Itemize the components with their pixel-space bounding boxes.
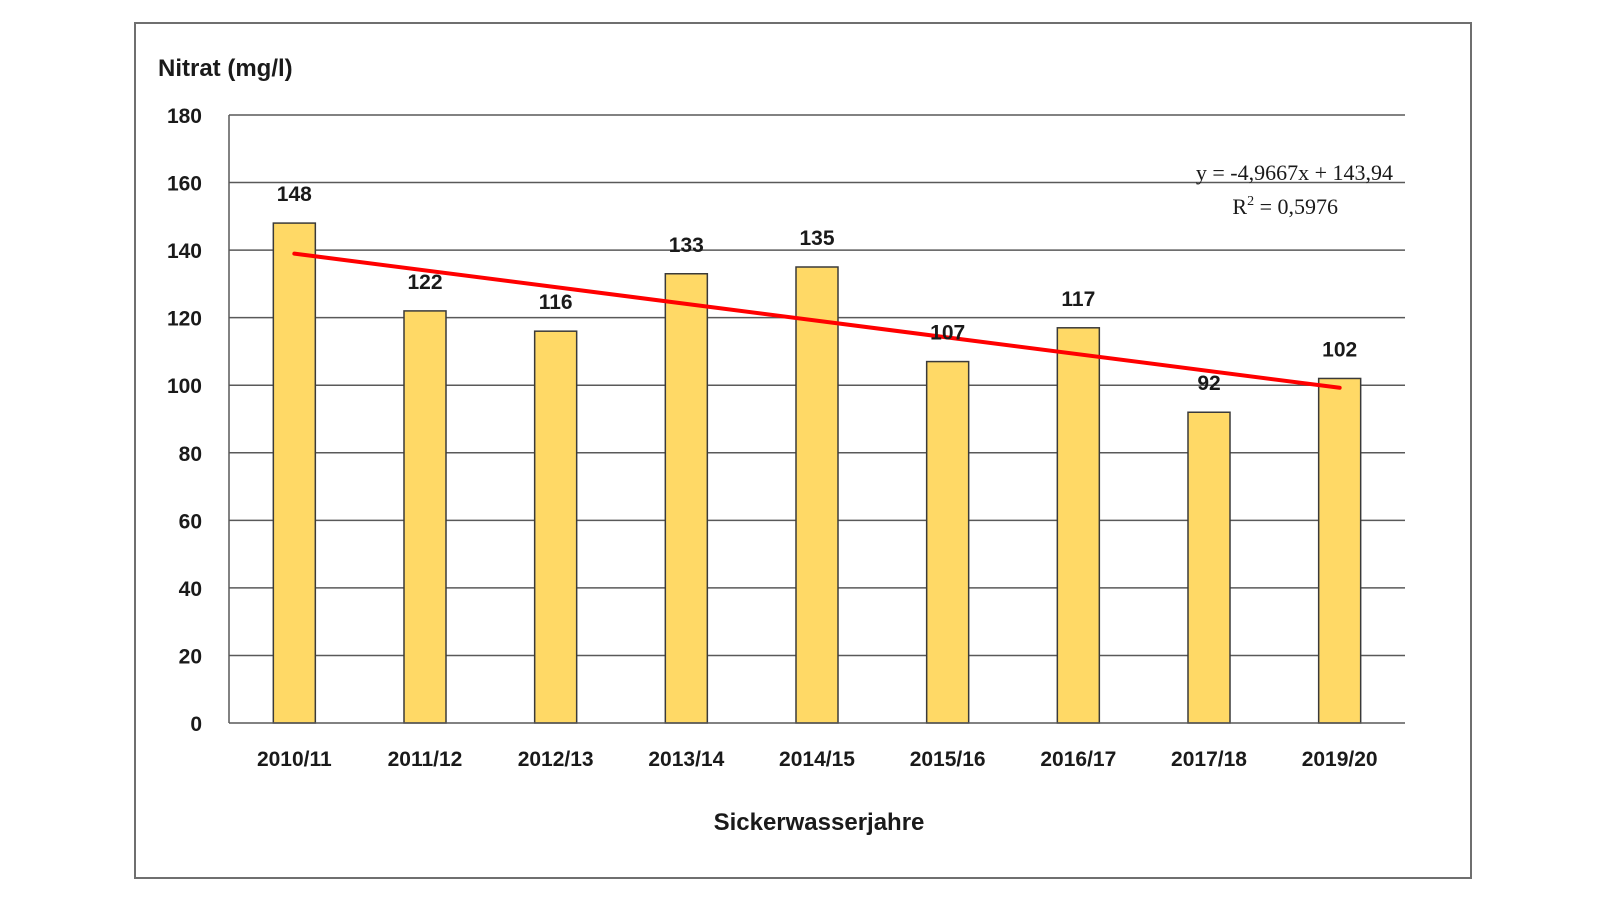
bar <box>1317 377 1362 724</box>
y-tick-label: 180 <box>167 105 202 128</box>
r2-prefix: R <box>1232 194 1247 219</box>
data-label: 117 <box>1061 288 1095 311</box>
data-labels: 148 122 116 133 135 107 117 92 102 <box>277 183 1357 395</box>
y-tick-labels: 0 20 40 60 80 100 120 140 160 180 <box>167 105 202 736</box>
x-tick-label: 2010/11 <box>257 748 332 771</box>
axes <box>228 115 1405 724</box>
bar <box>795 266 839 724</box>
trendline <box>292 251 1342 390</box>
x-tick-label: 2014/15 <box>779 748 855 771</box>
y-tick-label: 120 <box>167 308 202 331</box>
data-label: 92 <box>1197 372 1220 395</box>
bar <box>272 222 317 724</box>
y-tick-label: 40 <box>179 578 202 601</box>
data-label: 116 <box>539 291 573 314</box>
y-tick-label: 80 <box>179 443 202 466</box>
y-axis-title: Nitrat (mg/l) <box>158 55 293 82</box>
r2-exponent: 2 <box>1247 194 1254 209</box>
x-axis-title: Sickerwasserjahre <box>714 809 925 836</box>
x-tick-label: 2013/14 <box>648 748 724 771</box>
y-tick-label: 160 <box>167 173 202 196</box>
x-tick-labels: 2010/11 2011/12 2012/13 2013/14 2014/15 2015/… <box>257 748 1378 771</box>
x-tick-label: 2012/13 <box>518 748 594 771</box>
bar <box>1187 411 1231 724</box>
y-tick-label: 20 <box>179 645 202 668</box>
bars <box>272 222 1362 724</box>
y-tick-label: 100 <box>167 375 202 398</box>
trendline-r-squared: R2 = 0,5976 <box>1232 194 1338 219</box>
bar <box>1056 327 1101 724</box>
data-label: 133 <box>669 234 704 257</box>
x-tick-label: 2017/18 <box>1171 748 1247 771</box>
r2-value: = 0,5976 <box>1254 194 1338 219</box>
x-tick-label: 2016/17 <box>1040 748 1116 771</box>
trendline-equation: y = -4,9667x + 143,94 <box>1196 160 1393 185</box>
bar <box>403 310 447 724</box>
trendline-group <box>292 251 1342 390</box>
y-tick-label: 60 <box>179 510 202 533</box>
bar <box>533 330 578 724</box>
x-tick-label: 2015/16 <box>910 748 986 771</box>
data-label: 107 <box>930 322 965 345</box>
x-tick-label: 2019/20 <box>1302 748 1378 771</box>
data-label: 135 <box>799 227 834 250</box>
x-tick-label: 2011/12 <box>388 748 463 771</box>
data-label: 102 <box>1322 338 1357 361</box>
data-label: 148 <box>277 183 312 206</box>
y-tick-label: 140 <box>167 240 202 263</box>
data-label: 122 <box>407 271 442 294</box>
y-tick-label: 0 <box>190 713 202 736</box>
bar <box>664 273 709 724</box>
bar <box>925 360 970 724</box>
chart-frame: 0 20 40 60 80 100 120 140 160 180 2010/11 2011/12 2… <box>134 22 1472 879</box>
